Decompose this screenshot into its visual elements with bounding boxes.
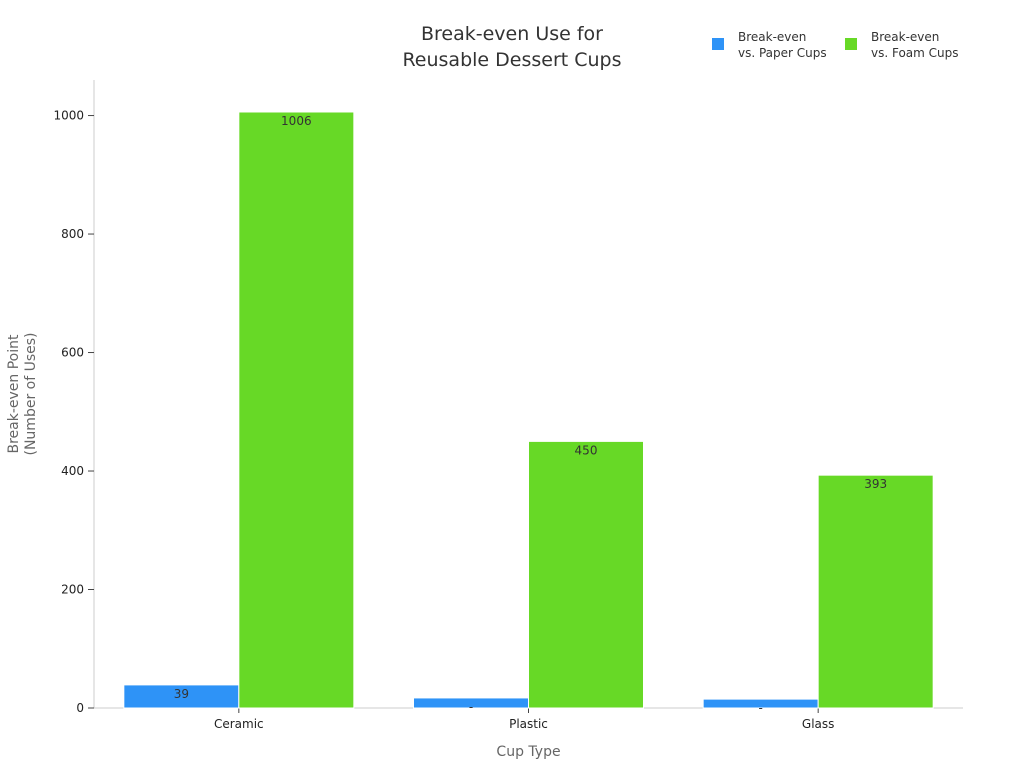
data-label: 39 — [174, 687, 189, 701]
y-tick-label: 200 — [61, 583, 84, 597]
bars — [123, 111, 934, 709]
data-labels: 39 1006 - 450 - 393 — [174, 114, 887, 715]
data-label: - — [758, 701, 762, 715]
data-label: 1006 — [281, 114, 312, 128]
x-axis-title: Cup Type — [496, 744, 560, 760]
legend: Break-even vs. Paper Cups Break-even vs. Fo… — [712, 30, 959, 60]
x-tick-label: Plastic — [509, 717, 548, 731]
y-axis-title: Break-even Point(Number of Uses) — [6, 332, 39, 455]
legend-label: Break-even vs. Paper Cups — [738, 30, 827, 60]
x-tick-label: Glass — [802, 717, 835, 731]
y-tick-label: 800 — [61, 227, 84, 241]
y-tick-label: 1000 — [53, 109, 84, 123]
chart-title-text: Break-even Use for Reusable Dessert Cups — [402, 23, 621, 71]
bar-plastic-series-2 — [528, 440, 644, 709]
y-axis-title-group: Break-even Point(Number of Uses) — [6, 332, 39, 455]
legend-item[interactable]: Break-even vs. Foam Cups — [845, 30, 959, 60]
legend-label: Break-even vs. Foam Cups — [871, 30, 959, 60]
legend-item[interactable]: Break-even vs. Paper Cups — [712, 30, 827, 60]
legend-swatch — [712, 38, 724, 50]
bar-glass-series-2 — [817, 474, 934, 709]
y-tick-label: 600 — [61, 346, 84, 360]
y-tick-label: 0 — [76, 701, 84, 715]
y-tick-label: 400 — [61, 464, 84, 478]
x-tick-label: Ceramic — [214, 717, 264, 731]
legend-swatch — [845, 38, 857, 50]
data-label: 393 — [864, 477, 887, 491]
data-label: - — [469, 700, 473, 714]
data-label: 450 — [575, 443, 598, 457]
bar-ceramic-series-2 — [238, 111, 355, 709]
axes: 0 200 400 600 800 1000 Ceramic Plastic Glass Cup … — [6, 80, 963, 760]
chart-title: Break-even Use for Reusable Dessert Cups — [402, 23, 621, 71]
